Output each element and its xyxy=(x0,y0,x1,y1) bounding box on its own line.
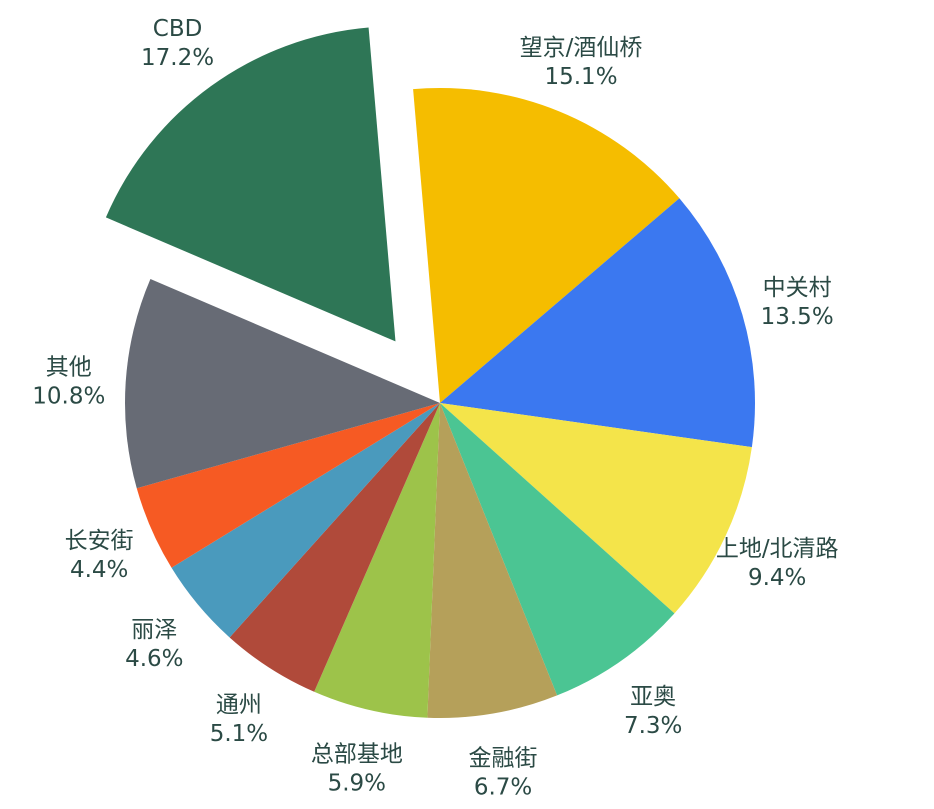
slice-value-label: 6.7% xyxy=(474,775,532,801)
slice-value-label: 10.8% xyxy=(32,384,105,410)
slice-value-label: 4.6% xyxy=(125,646,183,672)
pie-slice-0 xyxy=(413,87,680,403)
pie-slice-2 xyxy=(440,403,752,614)
slice-label: 中关村 xyxy=(763,275,832,301)
slice-label: 通州 xyxy=(216,692,262,718)
slice-value-label: 5.9% xyxy=(328,771,386,797)
pie-slice-8 xyxy=(136,403,440,568)
slice-label: 望京/酒仙桥 xyxy=(520,35,643,61)
slice-label: 上地/北清路 xyxy=(716,536,839,562)
slice-value-label: 17.2% xyxy=(141,45,214,71)
slice-label: 丽泽 xyxy=(131,617,177,643)
pie-slice-4 xyxy=(427,403,558,718)
slice-label: 金融街 xyxy=(469,746,538,772)
slice-label: 长安街 xyxy=(65,528,134,554)
slice-value-label: 4.4% xyxy=(70,557,128,583)
slice-label: 亚奥 xyxy=(630,684,676,710)
pie-slice-5 xyxy=(314,403,440,718)
pie-slice-1 xyxy=(440,198,755,448)
pie-slice-3 xyxy=(440,403,675,696)
pie-slice-9 xyxy=(125,279,440,489)
slice-label: CBD xyxy=(153,16,203,42)
slice-value-label: 13.5% xyxy=(761,304,834,330)
pie-slice-10 xyxy=(105,27,396,342)
slice-label: 其他 xyxy=(46,355,92,381)
slice-value-label: 7.3% xyxy=(624,713,682,739)
slice-value-label: 5.1% xyxy=(210,721,268,747)
pie-slice-6 xyxy=(229,403,440,692)
slice-value-label: 15.1% xyxy=(544,64,617,90)
slice-value-label: 9.4% xyxy=(748,565,806,591)
pie-slice-7 xyxy=(171,403,440,638)
slice-label: 总部基地 xyxy=(311,742,403,768)
